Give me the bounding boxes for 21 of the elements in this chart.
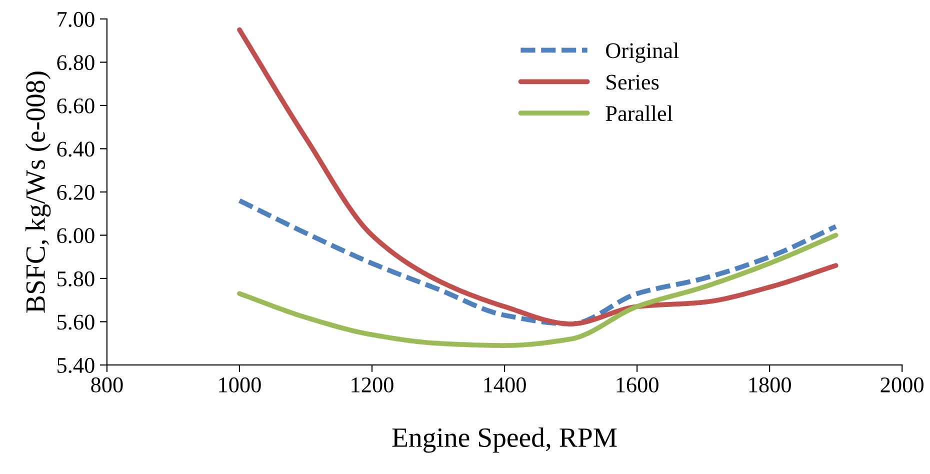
legend-label: Parallel <box>606 105 673 122</box>
y-tick-label: 7.00 <box>58 12 94 27</box>
x-tick-label: 2000 <box>880 377 924 392</box>
legend-label: Series <box>606 74 659 90</box>
x-axis-title: Engine Speed, RPM <box>392 427 617 453</box>
x-tick-label: 1400 <box>484 377 526 392</box>
x-tick-label: 1200 <box>352 377 394 392</box>
x-tick-label: 1800 <box>749 377 791 392</box>
y-tick-label: 6.40 <box>57 142 94 157</box>
y-tick-label: 5.40 <box>58 358 94 374</box>
y-tick-label: 6.00 <box>57 228 94 244</box>
legend-label: Original <box>606 42 679 63</box>
y-tick-label: 5.80 <box>58 271 94 286</box>
y-tick-label: 6.80 <box>57 55 94 70</box>
y-tick-label: 6.20 <box>57 184 94 200</box>
x-tick-label: 1600 <box>616 377 658 392</box>
y-tick-label: 6.60 <box>57 98 94 114</box>
y-tick-label: 5.60 <box>58 314 94 330</box>
x-tick-label: 1000 <box>219 377 261 392</box>
x-tick-label: 800 <box>91 377 123 392</box>
y-axis-title: BSFC, kg/Ws (e-008) <box>25 72 51 313</box>
